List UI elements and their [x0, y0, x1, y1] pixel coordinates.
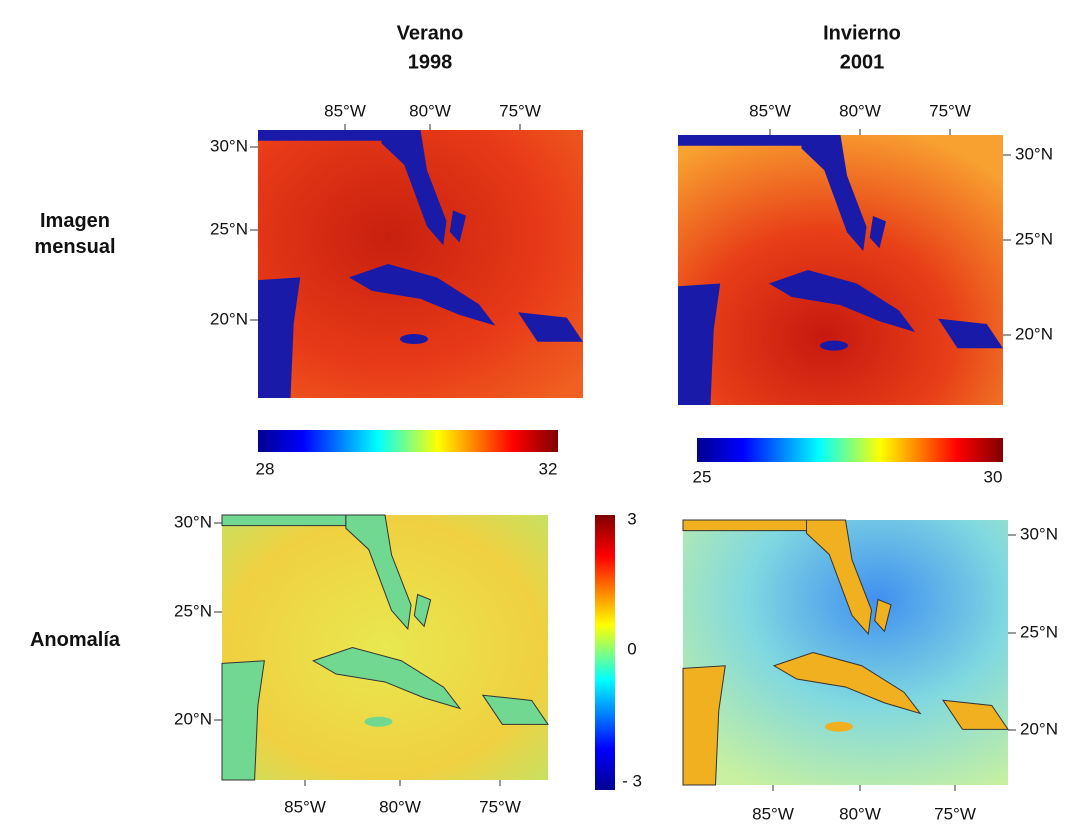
lon-label: 80°W [839, 804, 881, 823]
map-land [349, 264, 496, 326]
map-land [938, 318, 1003, 349]
lat-label: 30°N [174, 512, 212, 531]
map-land [258, 277, 301, 398]
colorbar [697, 438, 1003, 462]
lat-label: 20°N [1015, 324, 1053, 343]
lon-label: 75°W [479, 797, 521, 816]
map-land [413, 593, 432, 628]
map-panel [678, 135, 1003, 405]
row-label: Anomalía [29, 629, 121, 651]
lon-label: 85°W [324, 101, 366, 120]
colorbar-label: 3 [627, 509, 636, 528]
map-land [941, 699, 1009, 730]
map-land [806, 519, 873, 636]
map-land [449, 210, 466, 243]
column-year: 2001 [840, 51, 885, 73]
colorbar [595, 515, 615, 790]
map-land [801, 135, 867, 252]
map-land [772, 651, 922, 715]
map-land [682, 519, 807, 532]
lon-label: 75°W [499, 101, 541, 120]
lon-label: 75°W [934, 804, 976, 823]
lon-label: 80°W [839, 101, 881, 120]
map-land [364, 716, 393, 727]
map-land [769, 270, 916, 333]
map-panel [682, 519, 1009, 786]
colorbar-label: 28 [256, 459, 275, 478]
map-land [825, 721, 853, 732]
lat-label: 25°N [174, 601, 212, 620]
lat-label: 20°N [174, 709, 212, 728]
map-land [400, 334, 428, 345]
map-land [381, 130, 447, 246]
lat-label: 30°N [210, 136, 248, 155]
map-land [820, 340, 848, 351]
row-label: Imagen mensual [34, 210, 116, 258]
colorbar-label: 0 [627, 639, 636, 658]
map-land [678, 135, 802, 146]
colorbar-label: 32 [539, 459, 558, 478]
lat-label: 25°N [1015, 229, 1053, 248]
column-title: Invierno [823, 22, 901, 44]
lon-label: 75°W [929, 101, 971, 120]
lat-label: 25°N [210, 219, 248, 238]
map-land [345, 514, 412, 631]
column-title: Verano [397, 22, 464, 44]
lon-label: 85°W [749, 101, 791, 120]
map-land [221, 514, 347, 527]
lat-label: 20°N [210, 309, 248, 328]
lon-label: 85°W [284, 797, 326, 816]
lon-label: 80°W [379, 797, 421, 816]
colorbar-label: 25 [693, 467, 712, 486]
map-land [869, 216, 886, 249]
colorbar [258, 430, 558, 452]
lat-label: 30°N [1020, 524, 1058, 543]
map-panel [258, 130, 583, 398]
map-land [221, 660, 265, 781]
map-land [874, 598, 892, 633]
map-land [682, 665, 726, 786]
colorbar-label: - 3 [622, 771, 642, 790]
map-land [258, 130, 382, 141]
map-land [312, 646, 462, 710]
colorbar-label: 30 [984, 467, 1003, 486]
map-panel [221, 514, 549, 781]
lat-label: 25°N [1020, 622, 1058, 641]
lon-label: 85°W [752, 804, 794, 823]
map-land [678, 283, 721, 405]
lat-label: 30°N [1015, 144, 1053, 163]
lon-label: 80°W [409, 101, 451, 120]
column-year: 1998 [408, 51, 453, 73]
map-land [518, 312, 583, 342]
lat-label: 20°N [1020, 719, 1058, 738]
map-land [481, 694, 549, 725]
